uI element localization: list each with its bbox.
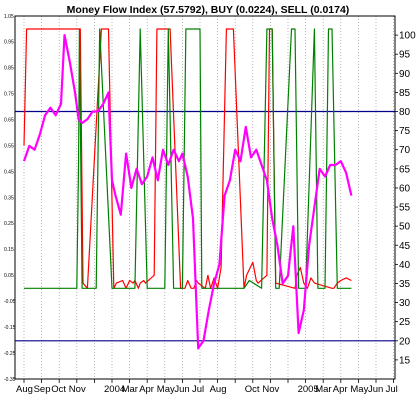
buy-signal-line (24, 28, 352, 289)
x-tick-label: Aug (16, 384, 33, 395)
y-right-tick-label: 50 (399, 222, 411, 233)
x-tick-label: 2004 (104, 384, 125, 395)
plot-frame (14, 15, 396, 380)
y-right-tick-label: 60 (399, 183, 411, 194)
y-right-tick-label: 25 (399, 317, 411, 328)
y-right-tick-label: 75 (399, 126, 411, 137)
y-left-tick-label: 0.65 (4, 118, 14, 124)
x-tick-label: May (157, 384, 175, 395)
series-lines (22, 28, 353, 350)
y-left-tick-label: -0.05 (4, 299, 16, 305)
x-tick-label: Mar (315, 384, 331, 395)
y-right-tick-label: 55 (399, 203, 411, 214)
y-left-tick-label: 0.55 (4, 143, 14, 149)
y-right-tick-label: 95 (399, 50, 411, 61)
x-tick-label: Jul (386, 384, 398, 395)
y-left-tick-label: -0.25 (4, 351, 16, 357)
x-tick-label: Nov (262, 384, 279, 395)
x-tick-label: Jun (174, 384, 189, 395)
y-right-tick-label: 35 (399, 279, 411, 290)
mfi-line (22, 33, 353, 350)
y-left-tick-label: 0.15 (4, 247, 14, 253)
x-tick-label: Sep (34, 384, 51, 395)
x-tick-label: Apr (139, 384, 154, 395)
y-right-tick-label: 20 (399, 336, 411, 347)
left-axis: -0.35 -0.25 -0.15 -0.05 0.05 0.15 0.25 0.35 0.45… (4, 14, 16, 383)
y-left-tick-label: 0.75 (4, 92, 14, 98)
x-tick-label: 2005 (298, 384, 319, 395)
x-tick-label: May (350, 384, 368, 395)
x-tick-label: Aug (210, 384, 227, 395)
chart-title: Money Flow Index (57.5792), BUY (0.0224)… (67, 4, 350, 16)
y-left-tick-label: -0.35 (4, 377, 16, 383)
y-left-tick-label: 0.25 (4, 221, 14, 227)
x-tick-label: Jun (368, 384, 383, 395)
y-right-tick-label: 15 (399, 355, 411, 366)
x-tick-label: Apr (333, 384, 348, 395)
y-right-tick-label: 45 (399, 241, 411, 252)
x-tick-label: Nov (69, 384, 86, 395)
reference-lines (15, 110, 395, 342)
y-right-tick-label: 80 (399, 107, 411, 118)
y-left-tick-label: 0.95 (4, 40, 14, 46)
x-tick-label: Jul (192, 384, 204, 395)
y-left-tick-label: 0.05 (4, 273, 14, 279)
y-left-tick-label: 0.35 (4, 195, 14, 201)
right-axis: 15 20 25 30 35 40 45 50 55 60 65 70 75 80 85 90 95 100 (395, 31, 416, 366)
y-right-tick-label: 85 (399, 88, 411, 99)
y-left-tick-label: 0.85 (4, 66, 14, 72)
sell-signal-line (23, 28, 352, 289)
y-right-tick-label: 90 (399, 69, 411, 80)
y-right-tick-label: 30 (399, 298, 411, 309)
y-right-tick-label: 100 (399, 31, 416, 42)
y-left-tick-label: 0.45 (4, 169, 14, 175)
y-right-tick-label: 70 (399, 145, 411, 156)
y-left-tick-label: -0.15 (4, 325, 16, 331)
y-right-tick-label: 40 (399, 260, 411, 271)
x-tick-label: Mar (122, 384, 138, 395)
x-tick-label: Oct (51, 384, 66, 395)
x-tick-label: Oct (245, 384, 260, 395)
y-left-tick-label: 1.05 (4, 14, 14, 20)
y-right-tick-label: 65 (399, 164, 411, 175)
